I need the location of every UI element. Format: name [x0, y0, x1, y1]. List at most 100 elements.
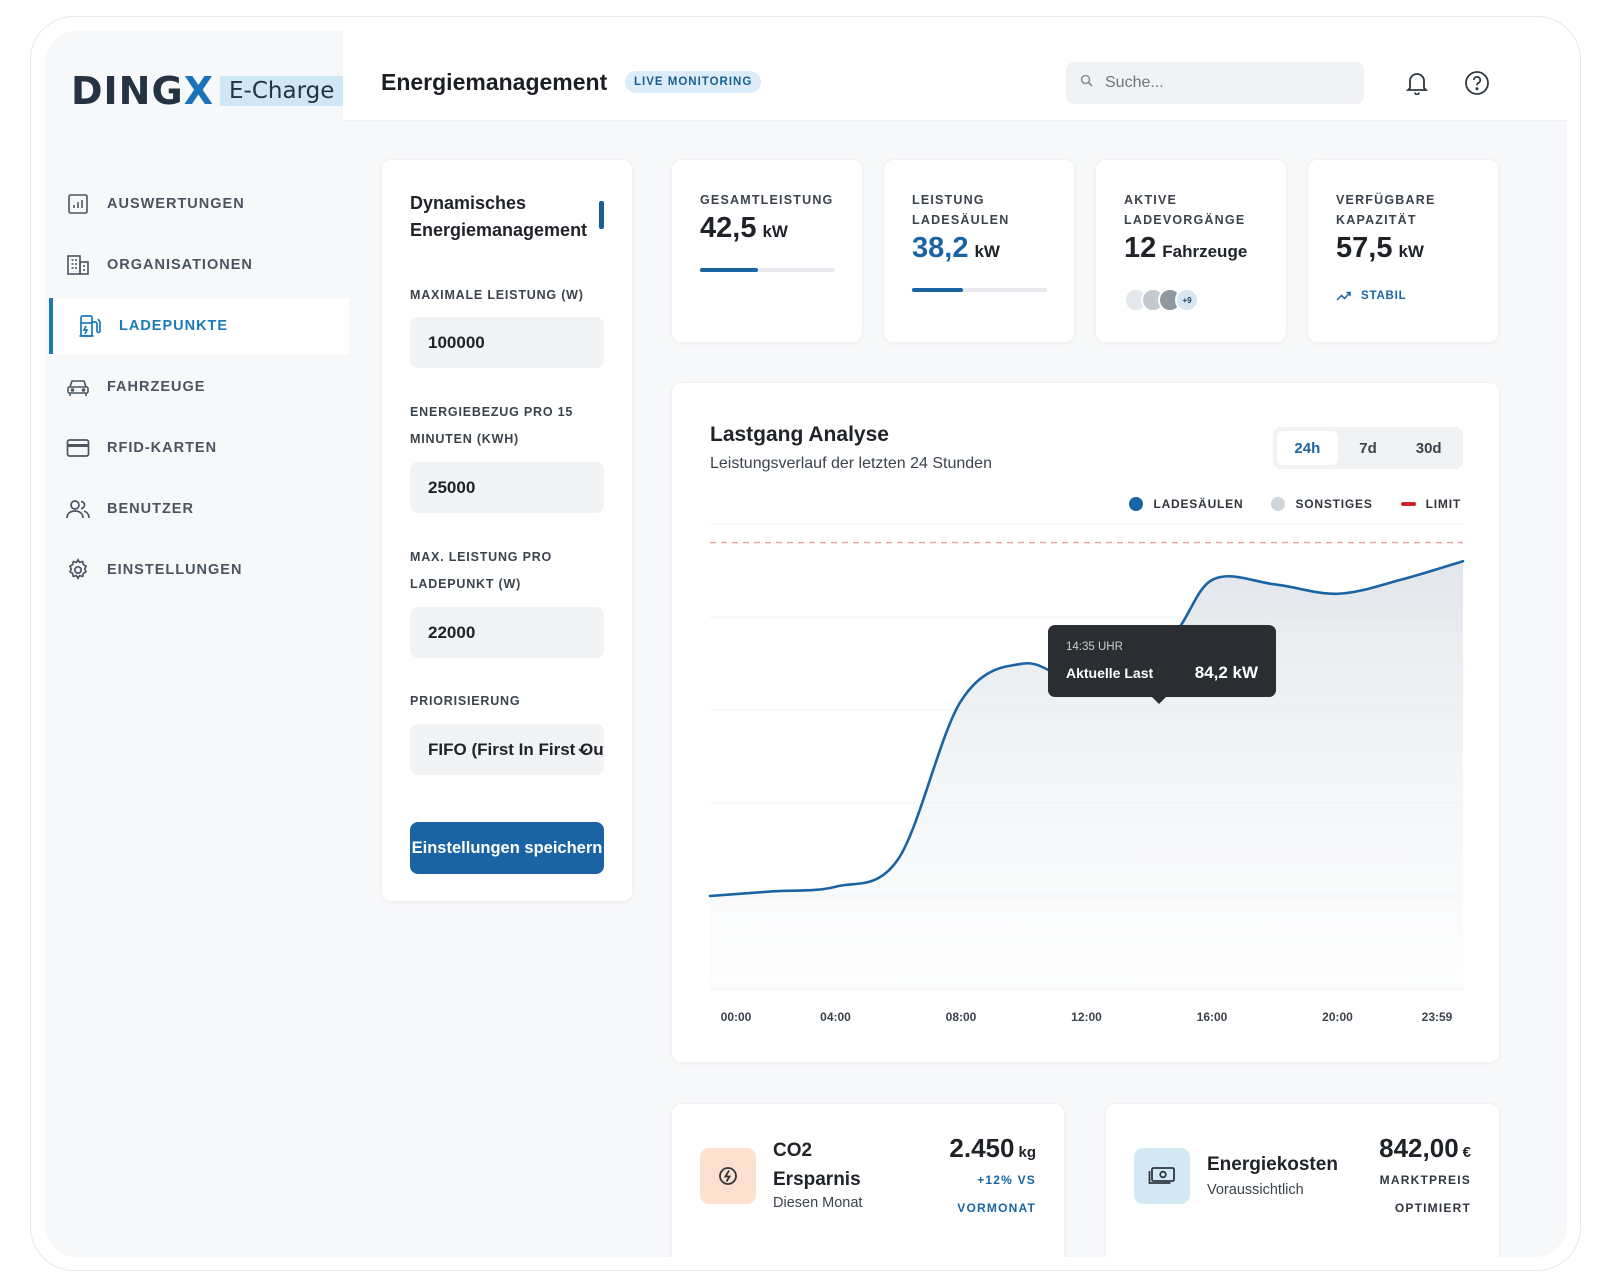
- logo-word: DINGX: [71, 69, 214, 113]
- cost-value: 842,00 €: [1379, 1133, 1471, 1163]
- sidebar-item-ladepunkte[interactable]: LADEPUNKTE: [49, 298, 349, 354]
- co2-savings-card: CO2 Ersparnis Diesen Monat 2.450 kg +12% V…: [671, 1103, 1065, 1257]
- priority-select[interactable]: FIFO (First In First Out): [410, 724, 604, 775]
- sidebar-item-rfid-karten[interactable]: RFID-KARTEN: [45, 420, 357, 476]
- x-tick-label: 16:00: [1197, 1010, 1228, 1024]
- x-tick-label: 04:00: [820, 1010, 851, 1024]
- sidebar-item-label: EINSTELLUNGEN: [107, 562, 243, 578]
- vehicle-avatars[interactable]: +9: [1124, 288, 1199, 312]
- form-title: Dynamisches Energiemanagement: [410, 193, 588, 240]
- more-avatars-badge: +9: [1175, 288, 1199, 312]
- tooltip-value: 84,2 kW: [1194, 663, 1258, 682]
- x-tick-label: 00:00: [721, 1010, 752, 1024]
- kpi-station-power: LEISTUNG LADESÄULEN 38,2 kW: [883, 159, 1075, 343]
- co2-subtitle: Diesen Monat: [773, 1195, 863, 1211]
- chart-subtitle: Leistungsverlauf der letzten 24 Stunden: [710, 455, 992, 472]
- search-icon: [1080, 74, 1093, 92]
- cost-title: Energiekosten: [1207, 1154, 1338, 1175]
- max-power-label: MAXIMALE LEISTUNG (W): [410, 288, 584, 302]
- bar-chart-icon: [65, 191, 91, 217]
- legend-swatch: [1129, 497, 1144, 511]
- max-power-per-point-label: MAX. LEISTUNG PRO LADEPUNKT (W): [410, 550, 553, 591]
- time-range-toggle: 24h 7d 30d: [1273, 427, 1463, 469]
- co2-comparison: +12% VS VORMONAT: [957, 1173, 1036, 1215]
- legend-swatch: [1400, 502, 1416, 506]
- trend-indicator: STABIL: [1336, 290, 1406, 302]
- charging-station-icon: [77, 313, 103, 339]
- energy-settings-card: Dynamisches Energiemanagement MAXIMALE L…: [381, 159, 633, 902]
- max-power-input[interactable]: [410, 317, 604, 368]
- search-box: [1066, 62, 1364, 104]
- range-24h[interactable]: 24h: [1277, 431, 1338, 465]
- chart-tooltip: 14:35 UHR Aktuelle Last 84,2 kW: [1048, 625, 1276, 704]
- kpi-progress-bar: [700, 268, 835, 272]
- range-30d[interactable]: 30d: [1415, 439, 1442, 457]
- trend-up-icon: [1336, 291, 1351, 301]
- top-header: Energiemanagement LIVE MONITORING: [343, 31, 1567, 121]
- chart-legend: LADESÄULEN SONSTIGES LIMIT: [1101, 497, 1461, 511]
- priority-selected-value: FIFO (First In First Out): [428, 739, 604, 759]
- form-accent-bar: [599, 201, 604, 229]
- tooltip-label: Aktuelle Last: [1066, 665, 1154, 681]
- window-frame: DINGX E-Charge AUSWERTUNGEN ORGANISATION…: [30, 16, 1581, 1271]
- range-7d[interactable]: 7d: [1359, 439, 1377, 457]
- kpi-total-power: GESAMTLEISTUNG 42,5 kW: [671, 159, 863, 343]
- x-tick-label: 08:00: [946, 1010, 977, 1024]
- cost-subtitle: Voraussichtlich: [1207, 1182, 1304, 1198]
- sidebar-item-label: BENUTZER: [107, 501, 194, 517]
- sidebar-item-organisationen[interactable]: ORGANISATIONEN: [45, 237, 357, 293]
- load-chart: 00:00 04:00 08:00 12:00 16:00 20:00 23:59: [708, 523, 1465, 1024]
- app: DINGX E-Charge AUSWERTUNGEN ORGANISATION…: [45, 31, 1567, 1257]
- car-icon: [65, 374, 91, 400]
- legend-swatch: [1271, 497, 1286, 511]
- kpi-label: LEISTUNG LADESÄULEN: [912, 193, 1010, 227]
- energy-per-15min-label: ENERGIEBEZUG PRO 15 MINUTEN (KWH): [410, 405, 574, 446]
- kpi-value: 12 Fahrzeuge: [1124, 232, 1248, 264]
- kpi-available-capacity: VERFÜGBARE KAPAZITÄT 57,5 kW STABIL: [1307, 159, 1499, 343]
- max-power-per-point-input[interactable]: [410, 607, 604, 658]
- kpi-progress-fill: [912, 288, 964, 292]
- tooltip-time: 14:35 UHR: [1066, 641, 1123, 653]
- kpi-value: 42,5 kW: [700, 212, 788, 244]
- leaf-icon: [700, 1148, 756, 1204]
- chart-title: Lastgang Analyse: [710, 423, 889, 446]
- kpi-value: 38,2 kW: [912, 232, 1000, 264]
- sidebar-item-label: LADEPUNKTE: [119, 318, 229, 334]
- gear-icon: [65, 557, 91, 583]
- sidebar-nav: AUSWERTUNGEN ORGANISATIONEN LADEPUNKTE F…: [45, 176, 357, 603]
- building-icon: [65, 252, 91, 278]
- sidebar-item-label: ORGANISATIONEN: [107, 257, 253, 273]
- kpi-value: 57,5 kW: [1336, 232, 1424, 264]
- legend-item: SONSTIGES: [1271, 497, 1372, 511]
- sidebar-item-einstellungen[interactable]: EINSTELLUNGEN: [45, 542, 357, 598]
- sidebar-item-auswertungen[interactable]: AUSWERTUNGEN: [45, 176, 357, 232]
- sidebar-item-label: AUSWERTUNGEN: [107, 196, 245, 212]
- kpi-active-sessions: AKTIVE LADEVORGÄNGE 12 Fahrzeuge +9: [1095, 159, 1287, 343]
- chevron-down-icon: [578, 742, 588, 760]
- help-icon[interactable]: [1463, 69, 1491, 97]
- kpi-progress-fill: [700, 268, 759, 272]
- users-icon: [65, 496, 91, 522]
- page-title: Energiemanagement: [381, 69, 608, 95]
- x-tick-label: 23:59: [1422, 1010, 1453, 1024]
- kpi-label: VERFÜGBARE KAPAZITÄT: [1336, 193, 1436, 227]
- sidebar-item-label: FAHRZEUGE: [107, 379, 206, 395]
- load-analysis-card: 00:00 04:00 08:00 12:00 16:00 20:00 23:59 Last…: [671, 382, 1500, 1063]
- co2-title: CO2 Ersparnis: [773, 1140, 861, 1190]
- bell-icon[interactable]: [1403, 69, 1431, 97]
- logo[interactable]: DINGX E-Charge: [71, 69, 344, 113]
- x-tick-label: 20:00: [1322, 1010, 1353, 1024]
- cash-icon: [1134, 1148, 1190, 1204]
- legend-item: LIMIT: [1400, 497, 1461, 511]
- energy-cost-card: Energiekosten Voraussichtlich 842,00 € MA…: [1105, 1103, 1500, 1257]
- save-settings-button[interactable]: Einstellungen speichern: [410, 822, 604, 874]
- sidebar-item-benutzer[interactable]: BENUTZER: [45, 481, 357, 537]
- co2-value: 2.450 kg: [949, 1133, 1036, 1163]
- search-input[interactable]: [1105, 74, 1345, 92]
- energy-per-15min-input[interactable]: [410, 462, 604, 513]
- card-icon: [65, 435, 91, 461]
- sidebar-item-label: RFID-KARTEN: [107, 440, 218, 456]
- sidebar-item-fahrzeuge[interactable]: FAHRZEUGE: [45, 359, 357, 415]
- logo-tag: E-Charge: [220, 76, 344, 106]
- legend-item: LADESÄULEN: [1129, 497, 1243, 511]
